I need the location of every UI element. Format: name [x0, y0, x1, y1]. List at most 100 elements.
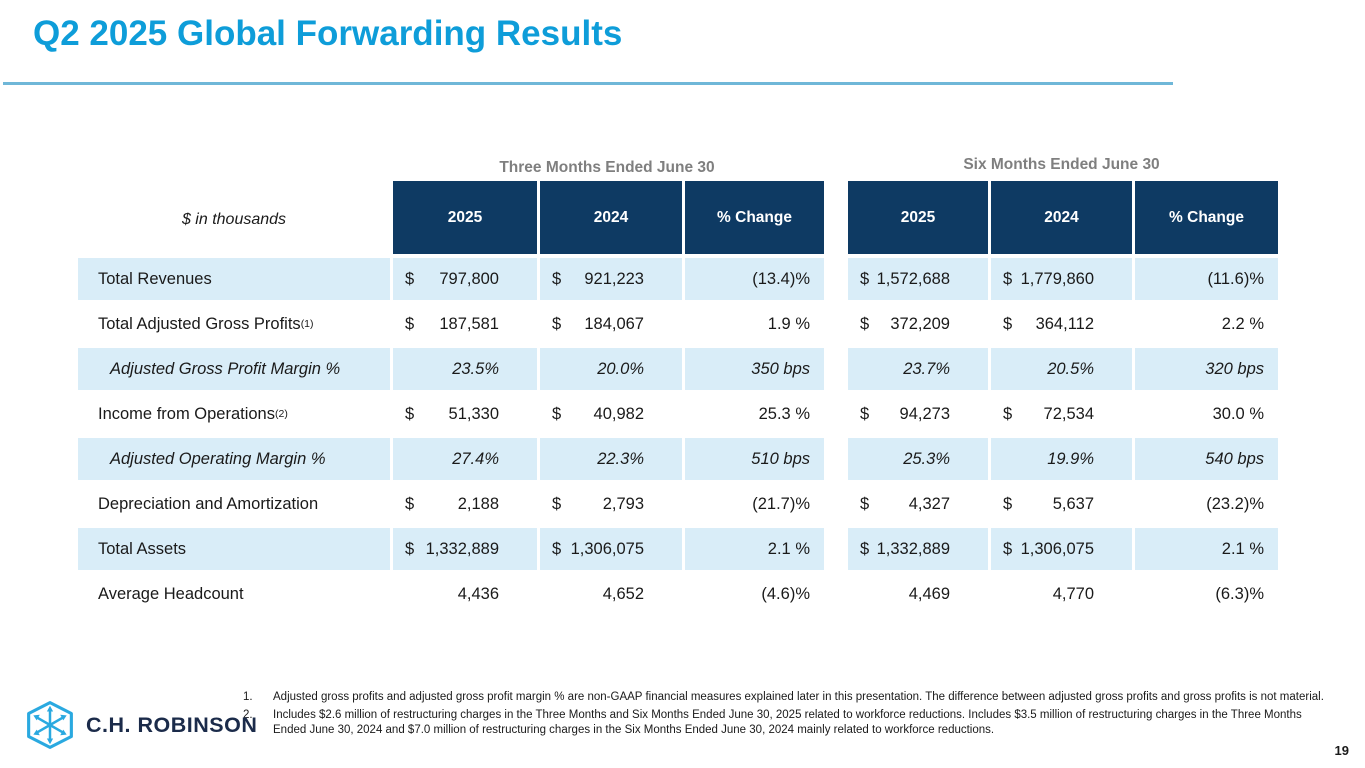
- group-gap: [824, 438, 845, 483]
- currency-symbol: $: [405, 539, 415, 558]
- currency-symbol: $: [552, 404, 562, 423]
- group-gap: [824, 573, 845, 618]
- value-cell: 22.3%: [537, 438, 682, 483]
- value-cell: (13.4)%: [682, 258, 824, 303]
- currency-symbol: $: [1003, 269, 1013, 288]
- company-name: C.H. ROBINSON: [86, 712, 258, 737]
- value-cell: $184,067: [537, 303, 682, 348]
- section-title-six-months: Six Months Ended June 30: [963, 156, 1160, 173]
- cell-value: 25.3%: [903, 449, 950, 468]
- value-cell: 20.5%: [988, 348, 1132, 393]
- table-row: Income from Operations (2) $51,330 $40,982 2…: [78, 393, 1278, 438]
- group-gap: [824, 303, 845, 348]
- value-cell: 19.9%: [988, 438, 1132, 483]
- cell-value: 25.3 %: [758, 404, 810, 423]
- value-cell: 4,770: [988, 573, 1132, 618]
- group-gap: [824, 181, 845, 258]
- row-label: Depreciation and Amortization: [78, 483, 390, 528]
- cell-value: 320 bps: [1205, 359, 1264, 378]
- currency-symbol: $: [860, 269, 870, 288]
- cell-value: (21.7)%: [752, 494, 810, 513]
- value-cell: 2.1 %: [1132, 528, 1278, 573]
- value-cell: 20.0%: [537, 348, 682, 393]
- currency-symbol: $: [1003, 539, 1013, 558]
- footnotes: 1. Adjusted gross profits and adjusted gr…: [243, 690, 1329, 742]
- table-row: Adjusted Gross Profit Margin % 23.5% 20.0%…: [78, 348, 1278, 393]
- value-cell: 1.9 %: [682, 303, 824, 348]
- table-row: Total Adjusted Gross Profits (1) $187,581 $…: [78, 303, 1278, 348]
- currency-symbol: $: [405, 404, 415, 423]
- cell-value: 23.5%: [452, 359, 499, 378]
- value-cell: 2.2 %: [1132, 303, 1278, 348]
- financial-table: $ in thousands 2025 2024 % Change 2025 2…: [78, 181, 1278, 618]
- value-cell: $51,330: [390, 393, 537, 438]
- page-title: Q2 2025 Global Forwarding Results: [33, 14, 623, 53]
- cell-value: 510 bps: [751, 449, 810, 468]
- row-label: Total Adjusted Gross Profits (1): [78, 303, 390, 348]
- value-cell: 510 bps: [682, 438, 824, 483]
- cell-value: 2,793: [602, 494, 644, 513]
- footnote-number: 1.: [243, 691, 253, 703]
- cell-value: (11.6)%: [1207, 269, 1264, 288]
- cell-value: 797,800: [439, 269, 499, 288]
- cell-value: 2.1 %: [767, 539, 810, 558]
- cell-value: 1,332,889: [425, 539, 499, 558]
- value-cell: $372,209: [845, 303, 988, 348]
- value-cell: 4,652: [537, 573, 682, 618]
- currency-symbol: $: [860, 404, 870, 423]
- value-cell: $1,332,889: [845, 528, 988, 573]
- footnote: 1. Adjusted gross profits and adjusted gr…: [243, 690, 1329, 705]
- group-gap: [824, 528, 845, 573]
- cell-value: (13.4)%: [752, 269, 810, 288]
- table-body: Total Revenues $797,800 $921,223 (13.4)% $1,…: [78, 258, 1278, 618]
- value-cell: 27.4%: [390, 438, 537, 483]
- value-cell: 350 bps: [682, 348, 824, 393]
- cell-value: 94,273: [899, 404, 950, 423]
- cell-value: 540 bps: [1205, 449, 1264, 468]
- row-label: Total Assets: [78, 528, 390, 573]
- cell-value: 372,209: [890, 314, 950, 333]
- currency-symbol: $: [405, 494, 415, 513]
- group-gap: [824, 258, 845, 303]
- row-label: Adjusted Operating Margin %: [78, 438, 390, 483]
- group-gap: [824, 483, 845, 528]
- value-cell: $364,112: [988, 303, 1132, 348]
- col-header-3mo-change: % Change: [682, 181, 824, 258]
- value-cell: $1,306,075: [988, 528, 1132, 573]
- currency-symbol: $: [860, 494, 870, 513]
- value-cell: $4,327: [845, 483, 988, 528]
- footnote-text: Adjusted gross profits and adjusted gros…: [273, 691, 1324, 703]
- page-number: 19: [1334, 743, 1349, 758]
- section-title-three-months: Three Months Ended June 30: [499, 159, 715, 176]
- value-cell: 23.5%: [390, 348, 537, 393]
- currency-symbol: $: [552, 539, 562, 558]
- value-cell: 4,469: [845, 573, 988, 618]
- cell-value: 40,982: [593, 404, 644, 423]
- table-row: Adjusted Operating Margin % 27.4% 22.3% 510…: [78, 438, 1278, 483]
- col-header-3mo-2024: 2024: [537, 181, 682, 258]
- footnote-number: 2.: [243, 709, 253, 722]
- currency-symbol: $: [1003, 404, 1013, 423]
- value-cell: $5,637: [988, 483, 1132, 528]
- cell-value: 187,581: [439, 314, 499, 333]
- value-cell: $2,793: [537, 483, 682, 528]
- currency-symbol: $: [1003, 494, 1013, 513]
- title-underline: [3, 82, 1173, 85]
- cell-value: 364,112: [1035, 314, 1094, 333]
- value-cell: $40,982: [537, 393, 682, 438]
- value-cell: $1,332,889: [390, 528, 537, 573]
- cell-value: 921,223: [584, 269, 644, 288]
- cell-value: 20.5%: [1047, 359, 1094, 378]
- cell-value: 1.9 %: [767, 314, 810, 333]
- currency-symbol: $: [1003, 314, 1013, 333]
- cell-value: 4,436: [457, 584, 499, 603]
- cell-value: 19.9%: [1047, 449, 1094, 468]
- value-cell: $1,779,860: [988, 258, 1132, 303]
- table-row: Depreciation and Amortization $2,188 $2,79…: [78, 483, 1278, 528]
- cell-value: (6.3)%: [1215, 584, 1264, 603]
- cell-value: 72,534: [1043, 404, 1094, 423]
- value-cell: $72,534: [988, 393, 1132, 438]
- cell-value: 2.2 %: [1221, 314, 1264, 333]
- group-gap: [824, 348, 845, 393]
- cell-value: (4.6)%: [761, 584, 810, 603]
